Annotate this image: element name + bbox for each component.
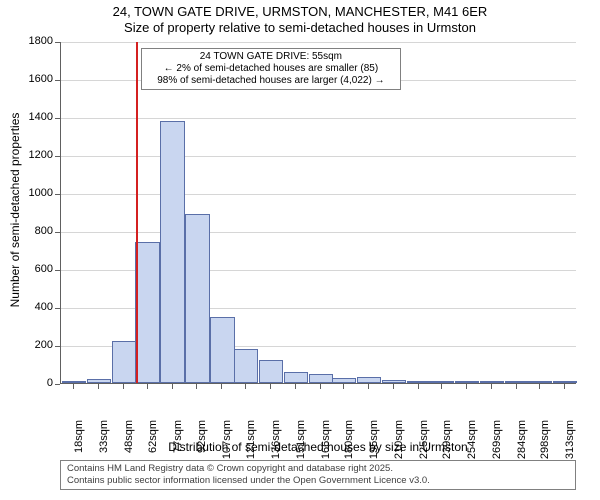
histogram-bar	[357, 377, 381, 383]
xtick-label: 107sqm	[221, 420, 233, 468]
gridline	[61, 156, 576, 157]
footer-line2: Contains public sector information licen…	[67, 475, 569, 487]
xtick-mark	[491, 384, 492, 389]
ytick-mark	[55, 232, 60, 233]
ytick-mark	[55, 118, 60, 119]
gridline	[61, 42, 576, 43]
ytick-mark	[55, 270, 60, 271]
xtick-mark	[147, 384, 148, 389]
ytick-label: 1400	[15, 111, 53, 123]
xtick-label: 62sqm	[147, 420, 159, 468]
annotation-line2: ← 2% of semi-detached houses are smaller…	[146, 63, 396, 75]
ytick-label: 400	[15, 301, 53, 313]
xtick-mark	[221, 384, 222, 389]
histogram-bar	[528, 381, 552, 383]
histogram-bar	[480, 381, 504, 383]
plot-area	[60, 42, 576, 384]
xtick-mark	[320, 384, 321, 389]
xtick-mark	[441, 384, 442, 389]
histogram-bar	[87, 379, 111, 383]
histogram-bar	[112, 341, 136, 383]
ytick-label: 0	[15, 377, 53, 389]
chart-title-line1: 24, TOWN GATE DRIVE, URMSTON, MANCHESTER…	[0, 4, 600, 19]
histogram-bar	[332, 378, 356, 383]
xtick-mark	[123, 384, 124, 389]
histogram-bar	[455, 381, 479, 383]
histogram-bar	[135, 242, 159, 383]
xtick-label: 284sqm	[516, 420, 528, 468]
chart-root: 24, TOWN GATE DRIVE, URMSTON, MANCHESTER…	[0, 0, 600, 500]
histogram-bar	[382, 380, 406, 383]
xtick-mark	[245, 384, 246, 389]
histogram-bar	[284, 372, 308, 383]
xtick-mark	[466, 384, 467, 389]
gridline	[61, 232, 576, 233]
ytick-label: 1000	[15, 187, 53, 199]
xtick-label: 269sqm	[491, 420, 503, 468]
histogram-bar	[185, 214, 209, 383]
annotation-line1: 24 TOWN GATE DRIVE: 55sqm	[146, 51, 396, 63]
gridline	[61, 118, 576, 119]
annotation-box: 24 TOWN GATE DRIVE: 55sqm ← 2% of semi-d…	[141, 48, 401, 90]
xtick-label: 298sqm	[539, 420, 551, 468]
xtick-label: 77sqm	[172, 420, 184, 468]
xtick-label: 225sqm	[418, 420, 430, 468]
xtick-mark	[172, 384, 173, 389]
xtick-mark	[539, 384, 540, 389]
histogram-bar	[259, 360, 283, 383]
ytick-mark	[55, 80, 60, 81]
histogram-bar	[430, 381, 454, 383]
xtick-label: 48sqm	[123, 420, 135, 468]
xtick-label: 136sqm	[270, 420, 282, 468]
xtick-label: 166sqm	[320, 420, 332, 468]
ytick-label: 1800	[15, 35, 53, 47]
ytick-label: 1600	[15, 73, 53, 85]
xtick-label: 92sqm	[196, 420, 208, 468]
chart-title-line2: Size of property relative to semi-detach…	[0, 20, 600, 35]
ytick-label: 200	[15, 339, 53, 351]
ytick-label: 600	[15, 263, 53, 275]
xtick-mark	[295, 384, 296, 389]
xtick-label: 180sqm	[343, 420, 355, 468]
xtick-label: 33sqm	[98, 420, 110, 468]
xtick-mark	[98, 384, 99, 389]
xtick-mark	[196, 384, 197, 389]
ytick-mark	[55, 194, 60, 195]
gridline	[61, 194, 576, 195]
annotation-line3: 98% of semi-detached houses are larger (…	[146, 75, 396, 87]
xtick-mark	[270, 384, 271, 389]
ytick-label: 1200	[15, 149, 53, 161]
xtick-mark	[368, 384, 369, 389]
histogram-bar	[505, 381, 529, 383]
ytick-mark	[55, 42, 60, 43]
xtick-label: 195sqm	[368, 420, 380, 468]
xtick-mark	[418, 384, 419, 389]
xtick-mark	[516, 384, 517, 389]
ytick-label: 800	[15, 225, 53, 237]
histogram-bar	[553, 381, 577, 383]
xtick-label: 313sqm	[564, 420, 576, 468]
xtick-label: 121sqm	[245, 420, 257, 468]
histogram-bar	[210, 317, 234, 384]
xtick-label: 254sqm	[466, 420, 478, 468]
xtick-mark	[393, 384, 394, 389]
xtick-label: 18sqm	[73, 420, 85, 468]
xtick-label: 151sqm	[295, 420, 307, 468]
xtick-mark	[564, 384, 565, 389]
histogram-bar	[309, 374, 333, 384]
xtick-label: 239sqm	[441, 420, 453, 468]
histogram-bar	[234, 349, 258, 383]
xtick-label: 210sqm	[393, 420, 405, 468]
xtick-mark	[73, 384, 74, 389]
ytick-mark	[55, 156, 60, 157]
xtick-mark	[343, 384, 344, 389]
property-size-line	[136, 42, 138, 383]
histogram-bar	[160, 121, 184, 383]
histogram-bar	[407, 381, 431, 383]
histogram-bar	[62, 381, 86, 383]
ytick-mark	[55, 308, 60, 309]
ytick-mark	[55, 346, 60, 347]
ytick-mark	[55, 384, 60, 385]
